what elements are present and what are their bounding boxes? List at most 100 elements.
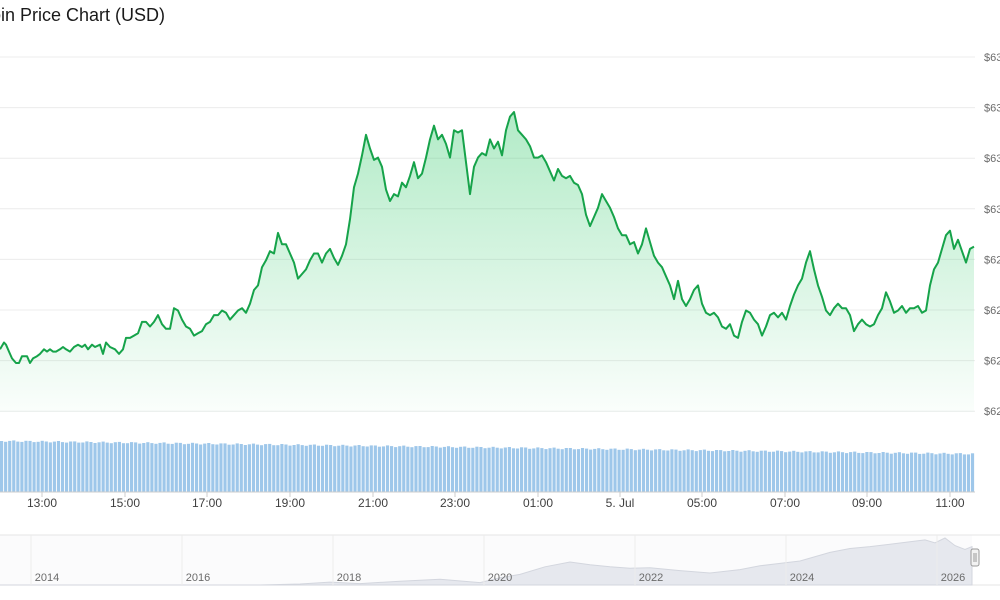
volume-bar bbox=[12, 440, 16, 492]
volume-bar bbox=[597, 448, 601, 492]
x-tick-label: 17:00 bbox=[192, 496, 222, 510]
volume-bar bbox=[491, 446, 495, 492]
navigator-tick-label: 2026 bbox=[941, 572, 965, 584]
volume-bar bbox=[284, 444, 288, 492]
volume-bar bbox=[89, 442, 93, 492]
y-tick-label: $63 bbox=[984, 52, 1000, 64]
volume-bar bbox=[861, 453, 865, 492]
volume-bar bbox=[463, 446, 467, 492]
volume-bar bbox=[146, 442, 150, 492]
x-tick-label: 01:00 bbox=[523, 496, 553, 510]
volume-bar bbox=[727, 451, 731, 492]
volume-bar bbox=[857, 452, 861, 492]
volume-bar bbox=[276, 445, 280, 492]
volume-bar bbox=[73, 441, 77, 492]
volume-bar bbox=[272, 445, 276, 492]
volume-bar bbox=[682, 450, 686, 492]
navigator-handle[interactable] bbox=[970, 548, 980, 567]
volume-bar bbox=[650, 450, 654, 492]
volume-bar bbox=[81, 442, 85, 492]
y-tick-label: $62 bbox=[984, 356, 1000, 368]
volume-bar bbox=[150, 443, 154, 492]
volume-bar bbox=[333, 446, 337, 492]
volume-bar bbox=[182, 444, 186, 492]
x-tick-label: 21:00 bbox=[358, 496, 388, 510]
volume-bar bbox=[804, 451, 808, 492]
volume-bar bbox=[946, 453, 950, 492]
x-tick-label: 05:00 bbox=[687, 496, 717, 510]
volume-bar bbox=[483, 448, 487, 492]
volume-bar bbox=[828, 452, 832, 492]
volume-bar bbox=[934, 454, 938, 492]
volume-bar bbox=[792, 450, 796, 492]
volume-bar bbox=[138, 443, 142, 492]
volume-bar bbox=[702, 449, 706, 492]
navigator-tick-label: 2016 bbox=[186, 572, 210, 584]
volume-bar bbox=[507, 447, 511, 492]
volume-bar bbox=[914, 452, 918, 492]
volume-bar bbox=[629, 449, 633, 492]
range-navigator[interactable]: 2014 2016 2018 2020 2022 2024 2026 bbox=[0, 534, 1000, 586]
volume-bar bbox=[402, 445, 406, 492]
volume-bar bbox=[162, 442, 166, 492]
volume-bar bbox=[645, 449, 650, 492]
volume-bar bbox=[373, 445, 377, 492]
volume-bar bbox=[706, 450, 711, 492]
volume-bar bbox=[524, 447, 528, 492]
volume-bar bbox=[0, 441, 4, 492]
volume-bar bbox=[670, 449, 674, 492]
volume-bar bbox=[536, 447, 540, 492]
volume-bar bbox=[174, 442, 178, 492]
volume-bar bbox=[759, 450, 763, 492]
volume-bar bbox=[8, 440, 12, 492]
volume-bar bbox=[881, 452, 885, 492]
volume-bar bbox=[495, 447, 499, 492]
volume-bar bbox=[446, 446, 451, 492]
volume-bar bbox=[572, 449, 576, 492]
volume-bar bbox=[930, 453, 934, 492]
volume-bar bbox=[190, 442, 195, 492]
volume-bar bbox=[16, 441, 20, 492]
navigator-area bbox=[0, 537, 973, 586]
volume-bar bbox=[849, 452, 853, 492]
volume-bar bbox=[601, 449, 605, 492]
volume-bar bbox=[349, 446, 353, 492]
volume-bar bbox=[633, 450, 637, 492]
volume-bar bbox=[170, 443, 174, 492]
volume-bar bbox=[678, 450, 682, 492]
volume-bar bbox=[609, 448, 613, 492]
volume-bar bbox=[767, 451, 771, 492]
volume-bar bbox=[666, 450, 670, 492]
volume-bar bbox=[158, 442, 162, 492]
volume-bar bbox=[739, 451, 743, 492]
volume-bar bbox=[442, 446, 446, 492]
navigator-tick-label: 2014 bbox=[35, 572, 59, 584]
volume-bar bbox=[893, 452, 897, 492]
volume-bar bbox=[255, 444, 260, 492]
volume-bar bbox=[77, 442, 81, 492]
volume-bar bbox=[316, 445, 321, 492]
volume-bar bbox=[377, 446, 381, 492]
volume-bar bbox=[836, 451, 841, 492]
volume-bar bbox=[231, 444, 235, 492]
volume-bar bbox=[97, 442, 101, 492]
navigator-tick-label: 2022 bbox=[639, 572, 663, 584]
volume-bar bbox=[296, 444, 300, 492]
volume-bar bbox=[357, 445, 361, 492]
volume-bar bbox=[593, 448, 597, 492]
chart-title: coin Price Chart (USD) bbox=[0, 5, 166, 25]
volume-bar bbox=[195, 443, 199, 492]
volume-bar bbox=[735, 450, 739, 492]
volume-bar bbox=[710, 451, 715, 492]
volume-bar bbox=[755, 451, 759, 492]
volume-bar bbox=[694, 451, 698, 492]
volume-bar bbox=[690, 450, 694, 492]
volume-bar bbox=[751, 451, 755, 492]
volume-bar bbox=[467, 447, 471, 492]
volume-bar bbox=[215, 444, 219, 492]
volume-bar bbox=[341, 444, 345, 492]
volume-bar bbox=[426, 447, 430, 492]
volume-bar bbox=[394, 447, 398, 492]
volume-bar bbox=[788, 451, 792, 492]
